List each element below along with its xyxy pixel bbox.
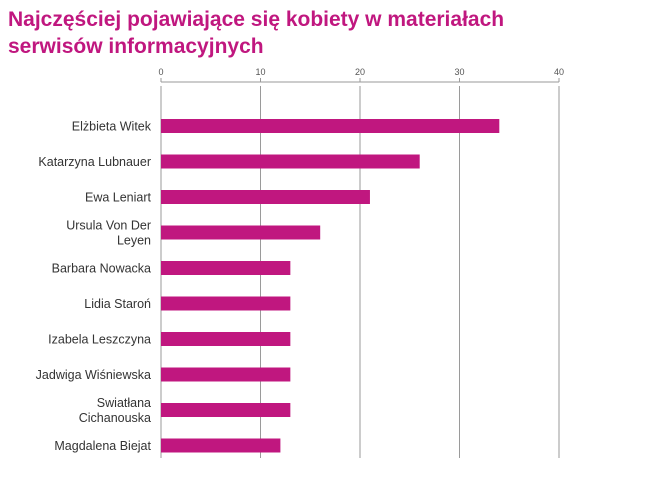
category-label: Ewa Leniart	[85, 191, 152, 205]
bars	[161, 119, 500, 453]
category-label: Magdalena Biejat	[54, 439, 151, 453]
category-label: Ursula Von Der Leyen	[66, 219, 151, 248]
category-label: Lidia Staroń	[84, 297, 151, 311]
bar	[161, 225, 321, 240]
x-tick-label: 0	[158, 67, 163, 77]
bar	[161, 154, 420, 169]
bar	[161, 190, 370, 204]
category-label: Swiatłana Cichanouska	[79, 396, 151, 425]
bar	[161, 332, 291, 346]
x-tick-label: 10	[255, 67, 265, 77]
x-tick-label: 20	[355, 67, 365, 77]
bar	[161, 296, 291, 311]
bar	[161, 403, 291, 417]
chart-title-line-2: serwisów informacyjnych	[8, 35, 264, 58]
chart-title: Najczęściej pojawiające się kobiety w ma…	[8, 6, 608, 60]
bar	[161, 438, 281, 453]
category-label: Elżbieta Witek	[72, 120, 152, 134]
category-label: Barbara Nowacka	[52, 262, 151, 276]
x-axis-ticks: 0 10 20 30 40	[158, 67, 564, 83]
category-labels: Elżbieta Witek Katarzyna Lubnauer Ewa Leni…	[36, 120, 152, 454]
category-label: Jadwiga Wiśniewska	[36, 368, 151, 382]
bar	[161, 367, 291, 382]
x-tick-label: 30	[454, 67, 464, 77]
bar	[161, 119, 500, 133]
chart-title-line-1: Najczęściej pojawiające się kobiety w ma…	[8, 8, 505, 31]
category-label: Katarzyna Lubnauer	[38, 155, 151, 169]
x-tick-label: 40	[554, 67, 564, 77]
category-label: Izabela Leszczyna	[48, 333, 151, 347]
bar	[161, 261, 291, 275]
